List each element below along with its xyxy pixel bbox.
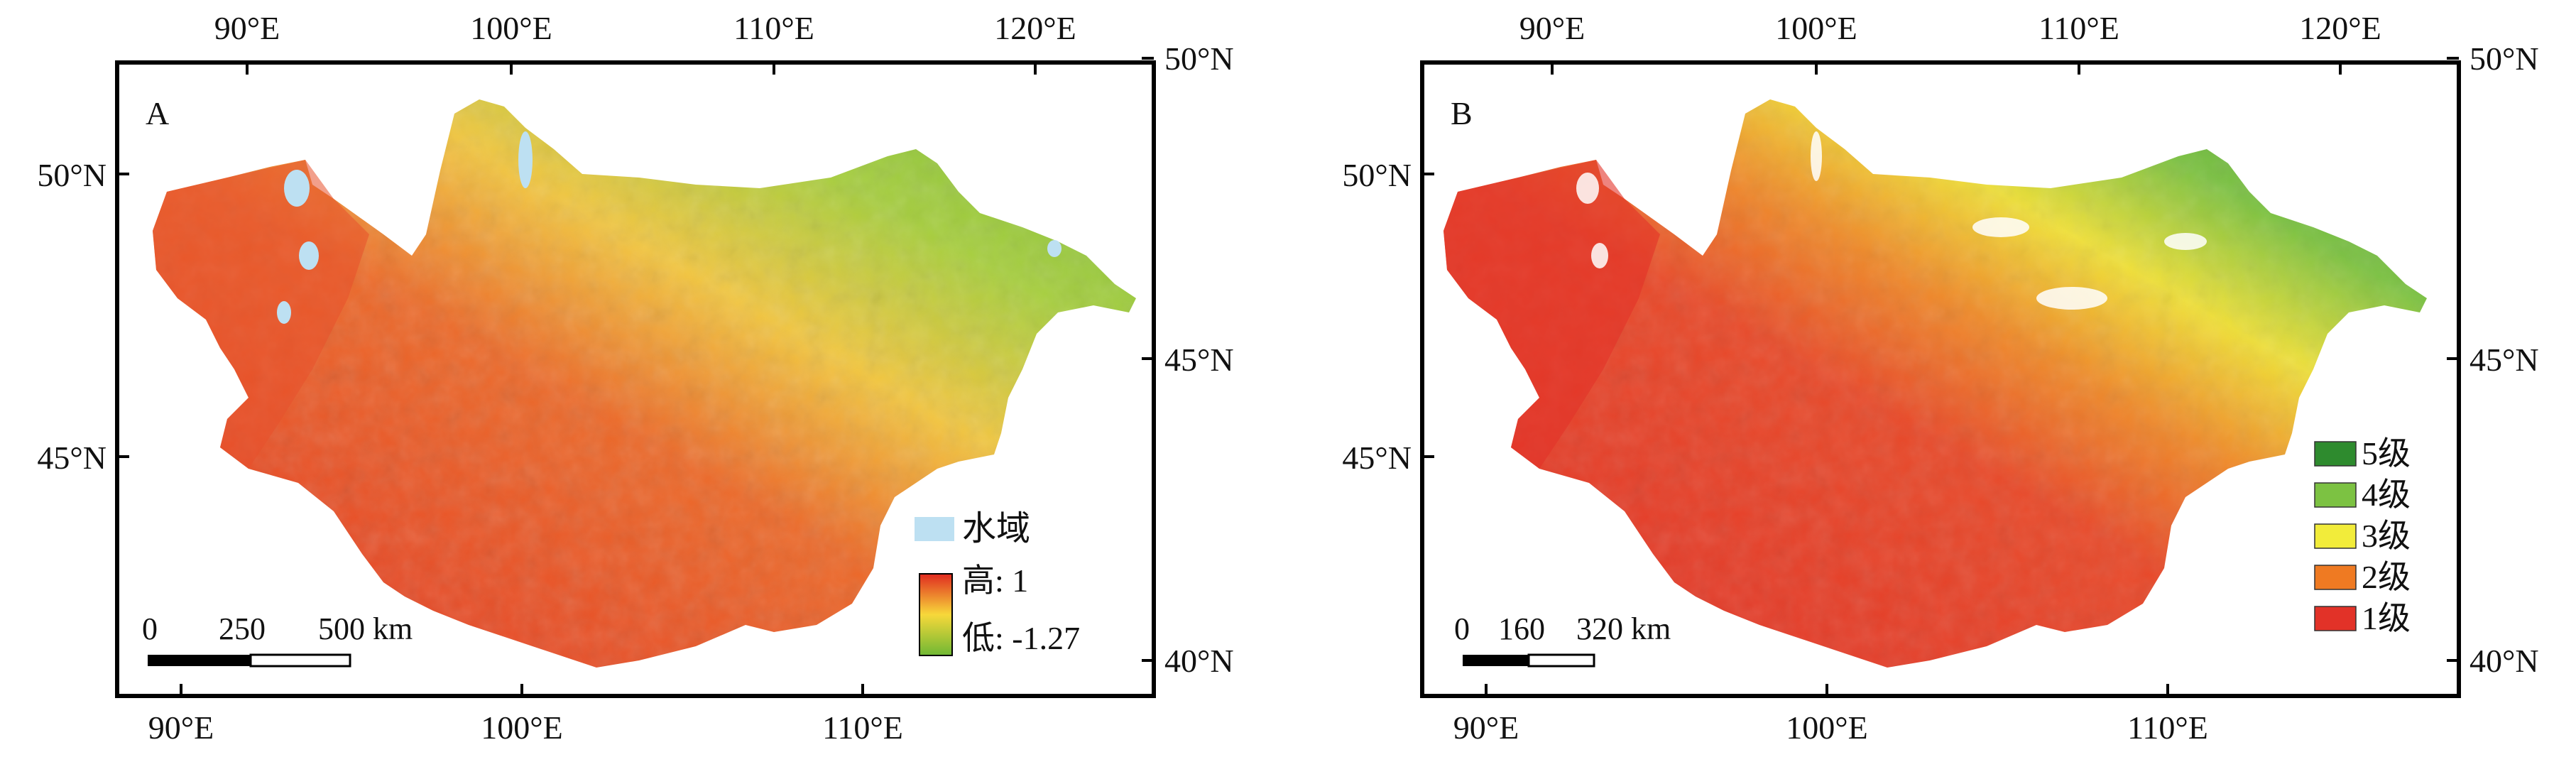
panel-a: A 90°E 100°E 110°E 120°E 90°E 100°E 110°… bbox=[37, 10, 1233, 746]
scalebar-label: 0 bbox=[142, 611, 158, 646]
scalebar-label: 250 bbox=[219, 611, 266, 646]
tick-label: 100°E bbox=[1786, 709, 1868, 746]
panel-a-right-ticks: 50°N 45°N 40°N bbox=[1142, 40, 1234, 679]
panel-b-frame bbox=[1420, 60, 2461, 698]
legend-swatch bbox=[2314, 482, 2357, 508]
scalebar-label: 320 km bbox=[1576, 611, 1671, 646]
panel-a-bottom-ticks: 90°E 100°E 110°E bbox=[148, 684, 903, 746]
legend-swatch bbox=[2314, 606, 2357, 631]
legend-class-label: 2级 bbox=[2362, 559, 2411, 595]
legend-class-label: 4级 bbox=[2362, 477, 2411, 513]
tick-label: 110°E bbox=[733, 10, 814, 46]
panel-a-label: A bbox=[146, 95, 169, 131]
tick-label: 120°E bbox=[994, 10, 1076, 46]
gradient-ramp bbox=[919, 573, 953, 656]
scalebar-label: 500 km bbox=[318, 611, 413, 646]
water-bodies bbox=[277, 131, 1061, 324]
panel-b-label: B bbox=[1451, 95, 1473, 131]
legend-swatch bbox=[2314, 441, 2357, 467]
tick-label: 40°N bbox=[1164, 643, 1234, 679]
panel-b: B 90°E 100°E 110°E 120°E 90°E 100°E 110°… bbox=[1342, 10, 2538, 746]
tick-label: 100°E bbox=[470, 10, 552, 46]
panel-b-top-ticks: 90°E 100°E 110°E 120°E bbox=[1519, 10, 2381, 75]
panel-b-bottom-ticks: 90°E 100°E 110°E bbox=[1453, 684, 2208, 746]
tick-label: 45°N bbox=[37, 440, 107, 476]
tick-label: 100°E bbox=[481, 709, 563, 746]
tick-label: 45°N bbox=[2469, 342, 2539, 378]
tick-label: 90°E bbox=[1453, 709, 1519, 746]
tick-label: 90°E bbox=[148, 709, 214, 746]
scalebar-label: 0 bbox=[1454, 611, 1470, 646]
tick-label: 110°E bbox=[2127, 709, 2208, 746]
panel-a-scalebar: 0 250 500 km bbox=[142, 611, 413, 668]
panel-a-frame bbox=[115, 60, 1156, 698]
tick-label: 50°N bbox=[1164, 40, 1234, 77]
tick-label: 90°E bbox=[214, 10, 280, 46]
scalebar-label: 160 bbox=[1498, 611, 1545, 646]
panel-a-legend: 水域 高: 1 低: -1.27 bbox=[915, 510, 1080, 656]
legend-water-label: 水域 bbox=[962, 510, 1030, 548]
panel-a-left-ticks: 50°N 45°N bbox=[37, 157, 129, 476]
tick-label: 40°N bbox=[2469, 643, 2539, 679]
panel-b-map bbox=[1443, 99, 2427, 668]
legend-class-label: 3级 bbox=[2362, 518, 2411, 554]
tick-label: 90°E bbox=[1519, 10, 1586, 46]
water-swatch bbox=[915, 517, 954, 541]
legend-class-label: 1级 bbox=[2362, 600, 2411, 636]
panel-b-left-ticks: 50°N 45°N bbox=[1342, 157, 1434, 476]
panel-b-scalebar: 0 160 320 km bbox=[1454, 611, 1671, 668]
tick-label: 110°E bbox=[2039, 10, 2119, 46]
tick-label: 110°E bbox=[822, 709, 903, 746]
tick-label: 100°E bbox=[1775, 10, 1857, 46]
tick-label: 45°N bbox=[1342, 440, 1412, 476]
tick-label: 50°N bbox=[2469, 40, 2539, 77]
legend-swatch bbox=[2314, 565, 2357, 590]
no-data-patches bbox=[1576, 131, 2207, 310]
panel-a-top-ticks: 90°E 100°E 110°E 120°E bbox=[214, 10, 1076, 75]
tick-label: 45°N bbox=[1164, 342, 1234, 378]
tick-label: 120°E bbox=[2299, 10, 2381, 46]
legend-low-label: 低: -1.27 bbox=[962, 620, 1080, 656]
legend-high-label: 高: 1 bbox=[962, 562, 1028, 599]
legend-class-label: 5级 bbox=[2362, 435, 2411, 472]
panel-b-right-ticks: 50°N 45°N 40°N bbox=[2447, 40, 2539, 679]
tick-label: 50°N bbox=[1342, 157, 1412, 193]
panel-b-legend: 5级 4级 3级 2级 1级 bbox=[2314, 435, 2411, 636]
legend-swatch bbox=[2314, 523, 2357, 549]
tick-label: 50°N bbox=[37, 157, 107, 193]
panel-a-map bbox=[153, 99, 1136, 668]
